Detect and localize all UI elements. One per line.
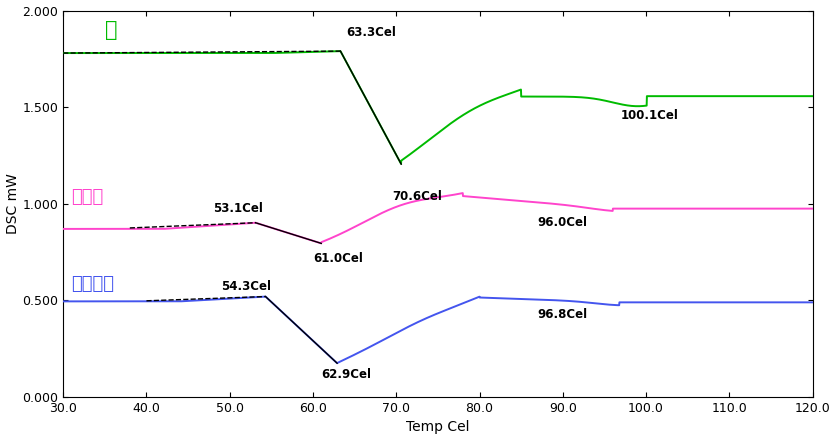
Text: 70.6Cel: 70.6Cel <box>392 190 442 203</box>
Text: 96.0Cel: 96.0Cel <box>538 216 588 229</box>
Text: 53.1Cel: 53.1Cel <box>213 202 263 216</box>
Text: 96.8Cel: 96.8Cel <box>538 308 588 321</box>
Text: そうめん: そうめん <box>72 275 115 293</box>
X-axis label: Temp Cel: Temp Cel <box>406 421 470 434</box>
Text: 54.3Cel: 54.3Cel <box>222 280 272 293</box>
Text: 62.9Cel: 62.9Cel <box>321 368 371 381</box>
Y-axis label: DSC mW: DSC mW <box>6 173 19 234</box>
Text: 63.3Cel: 63.3Cel <box>346 26 396 39</box>
Text: 100.1Cel: 100.1Cel <box>621 109 679 122</box>
Text: 米: 米 <box>104 20 117 40</box>
Text: パスタ: パスタ <box>72 188 104 206</box>
Text: 61.0Cel: 61.0Cel <box>313 252 363 265</box>
